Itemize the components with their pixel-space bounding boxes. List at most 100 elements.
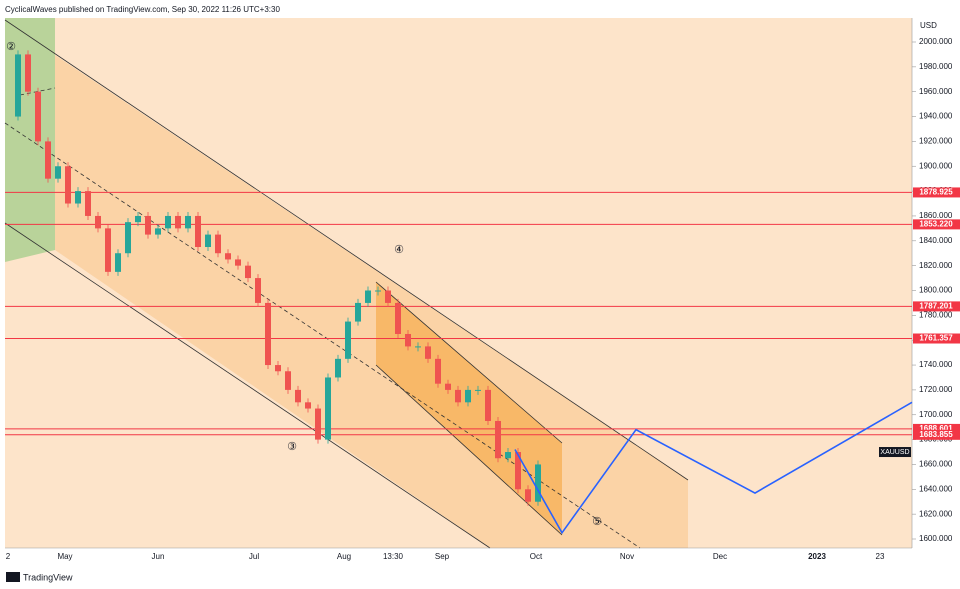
- level-tag: [913, 219, 960, 230]
- candle: [185, 215, 191, 229]
- y-tick-label: 1600.000: [919, 534, 953, 543]
- brand: TradingView: [23, 572, 73, 582]
- level-tag: [913, 301, 960, 312]
- candle: [55, 166, 61, 179]
- channel-lower: [4, 222, 491, 549]
- candle: [495, 420, 501, 459]
- candle: [285, 371, 291, 390]
- level-label: 1761.357: [919, 334, 953, 343]
- candle: [105, 228, 111, 272]
- candle: [395, 302, 401, 334]
- time-label: Aug: [337, 552, 351, 561]
- candle: [535, 464, 541, 502]
- y-tick-label: 1700.000: [919, 410, 953, 419]
- y-tick-label: 1640.000: [919, 484, 953, 493]
- candle: [435, 358, 441, 384]
- y-tick-label: 1660.000: [919, 460, 953, 469]
- level-label: 1787.201: [919, 302, 953, 311]
- y-tick-label: 1840.000: [919, 236, 953, 245]
- time-label: 2023: [808, 552, 826, 561]
- candle: [405, 333, 411, 347]
- time-label: Jul: [249, 552, 259, 561]
- level-label: 1683.855: [919, 430, 953, 439]
- candle: [205, 234, 211, 248]
- candle: [165, 215, 171, 229]
- candle: [275, 365, 281, 372]
- channel-mid: [4, 122, 641, 549]
- candle: [465, 389, 471, 403]
- y-tick-label: 2000.000: [919, 37, 953, 46]
- candle: [155, 228, 161, 235]
- level-label: 1688.601: [919, 424, 953, 433]
- symbol-label: XAUUSD: [880, 449, 909, 456]
- candle: [215, 234, 221, 254]
- candle: [85, 191, 91, 216]
- candle: [75, 191, 81, 204]
- candle: [425, 346, 431, 359]
- y-tick-label: 1740.000: [919, 360, 953, 369]
- wave-label: ②: [6, 41, 16, 53]
- y-tick-label: 1960.000: [919, 87, 953, 96]
- candle: [295, 389, 301, 403]
- candle: [305, 402, 311, 409]
- level-label: 1853.220: [919, 219, 953, 228]
- inner-lower: [375, 364, 563, 536]
- candle: [475, 389, 481, 391]
- y-tick-label: 1940.000: [919, 112, 953, 121]
- candle: [355, 302, 361, 322]
- y-tick-label: 1980.000: [919, 62, 953, 71]
- inner-upper: [375, 281, 563, 444]
- projection: [514, 401, 913, 535]
- y-tick-label: 1780.000: [919, 310, 953, 319]
- wave-label: ④: [394, 244, 404, 256]
- candle: [365, 290, 371, 303]
- time-label: Oct: [530, 552, 543, 561]
- y-tick-label: 1800.000: [919, 286, 953, 295]
- candle: [455, 389, 461, 403]
- candle: [345, 321, 351, 359]
- candle: [515, 452, 521, 490]
- level-tag: [913, 429, 960, 440]
- time-label: Nov: [620, 552, 634, 561]
- candle: [45, 141, 51, 179]
- candle: [505, 452, 511, 459]
- candle: [385, 290, 391, 303]
- time-label: Dec: [713, 552, 727, 561]
- candle: [225, 253, 231, 260]
- candle: [195, 215, 201, 248]
- time-label: May: [57, 552, 72, 561]
- candle: [375, 290, 381, 292]
- level-tag: [913, 187, 960, 198]
- candle: [335, 358, 341, 378]
- y-tick-label: 1820.000: [919, 261, 953, 270]
- y-tick-label: 1720.000: [919, 385, 953, 394]
- time-label: Jun: [152, 552, 165, 561]
- level-tag: [913, 423, 960, 434]
- wave-mid: [19, 87, 56, 96]
- candle: [415, 346, 421, 348]
- channel-upper: [4, 19, 689, 481]
- y-tick-label: 1860.000: [919, 211, 953, 220]
- wave-label: ③: [287, 441, 297, 453]
- candle: [265, 302, 271, 366]
- candle: [325, 377, 331, 440]
- candle: [145, 215, 151, 235]
- candle: [125, 222, 131, 254]
- candle: [135, 215, 141, 223]
- logo: [6, 572, 20, 582]
- y-tick-label: 1900.000: [919, 161, 953, 170]
- y-tick-label: 1620.000: [919, 509, 953, 518]
- candle: [15, 54, 21, 117]
- candle: [235, 259, 241, 266]
- header-title: CyclicalWaves published on TradingView.c…: [5, 5, 280, 14]
- candle: [115, 253, 121, 272]
- candle: [25, 54, 31, 92]
- level-tag: [913, 333, 960, 344]
- candle: [95, 215, 101, 229]
- y-tick-label: 1920.000: [919, 137, 953, 146]
- wave-label: ⑤: [592, 516, 602, 528]
- symbol-tag: [879, 447, 911, 458]
- candle: [65, 166, 71, 204]
